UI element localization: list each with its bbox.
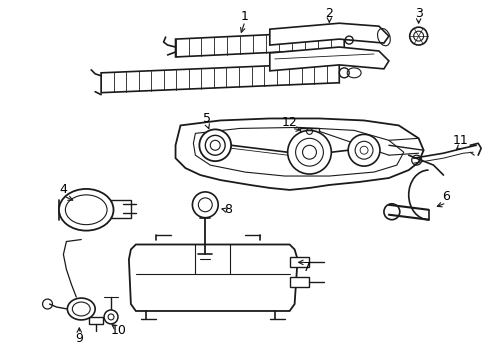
Circle shape xyxy=(199,129,231,161)
Text: 10: 10 xyxy=(111,324,127,337)
Polygon shape xyxy=(269,23,388,45)
Polygon shape xyxy=(269,47,388,71)
Text: 2: 2 xyxy=(325,7,333,20)
Polygon shape xyxy=(111,200,131,218)
Text: 9: 9 xyxy=(75,332,83,345)
Text: 7: 7 xyxy=(302,261,310,274)
Polygon shape xyxy=(89,317,103,324)
Text: 5: 5 xyxy=(203,112,211,125)
Polygon shape xyxy=(175,31,344,57)
Ellipse shape xyxy=(67,298,95,320)
Polygon shape xyxy=(175,118,423,190)
Polygon shape xyxy=(299,129,319,135)
Text: 6: 6 xyxy=(442,190,449,203)
Text: 11: 11 xyxy=(451,134,467,147)
Circle shape xyxy=(347,134,379,166)
Text: 4: 4 xyxy=(60,184,67,197)
Polygon shape xyxy=(289,257,309,267)
Ellipse shape xyxy=(59,189,113,231)
Circle shape xyxy=(287,130,331,174)
Text: 8: 8 xyxy=(224,203,232,216)
Circle shape xyxy=(104,310,118,324)
Text: 3: 3 xyxy=(414,7,422,20)
Text: 1: 1 xyxy=(241,10,248,23)
Polygon shape xyxy=(289,277,309,287)
Circle shape xyxy=(192,192,218,218)
Polygon shape xyxy=(129,244,297,311)
Polygon shape xyxy=(101,63,339,93)
Text: 12: 12 xyxy=(281,116,297,129)
